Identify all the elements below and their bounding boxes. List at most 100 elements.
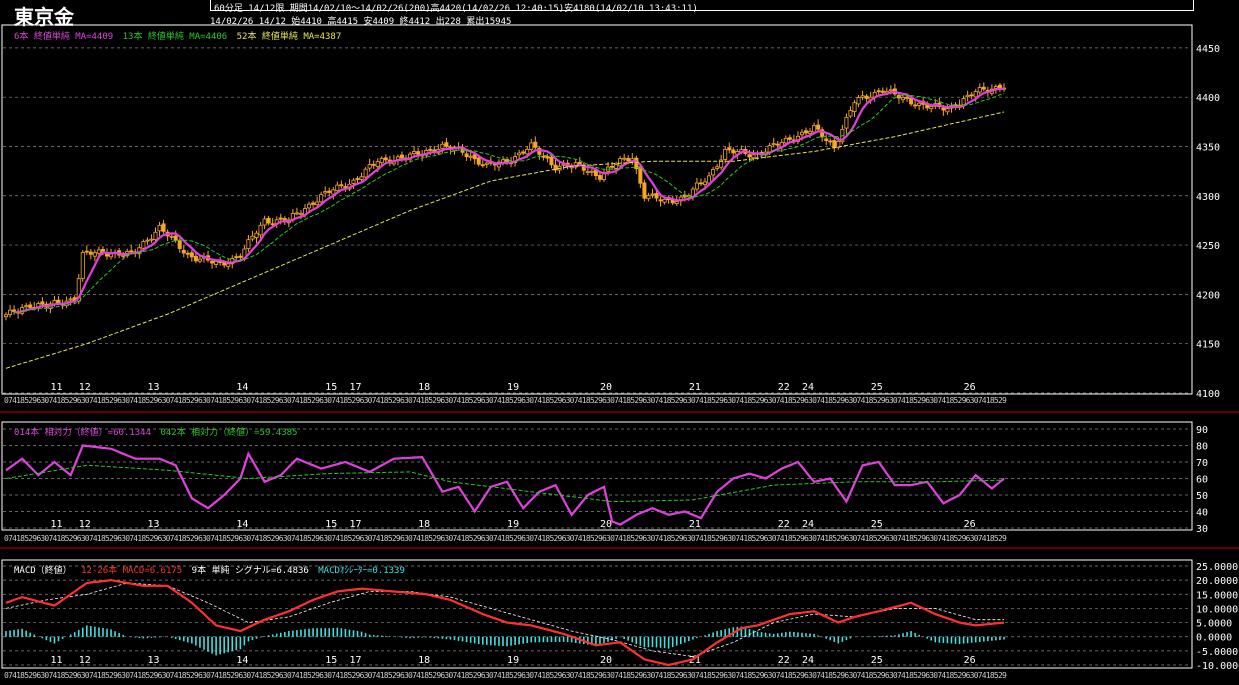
x-hour-label: 3 xyxy=(929,671,934,680)
x-hour-label: 1 xyxy=(420,671,425,680)
x-hour-label: 9 xyxy=(840,534,845,543)
x-hour-label: 7 xyxy=(8,534,13,543)
x-hour-label: 1 xyxy=(743,671,748,680)
x-hour-label: 7 xyxy=(735,671,740,680)
x-hour-label: 4 xyxy=(578,671,583,680)
x-date-label: 17 xyxy=(349,382,361,393)
candle-body xyxy=(812,125,817,133)
x-hour-label: 3 xyxy=(970,534,975,543)
x-hour-label: 9 xyxy=(194,671,199,680)
rsi-legend: 014本 相対力（終値）=60.1344 042本 相対力（終値）=59.438… xyxy=(14,425,301,438)
x-hour-label: 3 xyxy=(40,534,45,543)
x-hour-label: 8 xyxy=(101,396,106,405)
x-hour-label: 3 xyxy=(646,671,651,680)
candle-body xyxy=(88,251,93,255)
x-hour-label: 9 xyxy=(32,534,37,543)
x-hour-label: 4 xyxy=(174,534,179,543)
x-date-label: 21 xyxy=(689,382,701,393)
x-hour-label: 1 xyxy=(824,671,829,680)
x-hour-label: 7 xyxy=(129,396,134,405)
x-hour-label: 0 xyxy=(691,671,696,680)
candle-body xyxy=(12,309,17,312)
x-hour-label: 6 xyxy=(844,534,849,543)
x-hour-label: 2 xyxy=(190,396,195,405)
x-hour-label: 5 xyxy=(832,534,837,543)
x-hour-label: 3 xyxy=(687,396,692,405)
x-hour-label: 2 xyxy=(109,671,114,680)
candle-body xyxy=(929,106,934,110)
x-hour-label: 2 xyxy=(109,534,114,543)
x-hour-label: 7 xyxy=(412,671,417,680)
x-hour-label: 8 xyxy=(20,671,25,680)
x-hour-label: 2 xyxy=(998,534,1003,543)
candle-body xyxy=(828,140,833,143)
x-hour-label: 3 xyxy=(323,534,328,543)
x-hour-label: 4 xyxy=(497,671,502,680)
macd-ytick-label: 15.0000 xyxy=(1196,590,1238,601)
signal-line xyxy=(5,582,1004,657)
x-hour-label: 9 xyxy=(234,534,239,543)
x-hour-label: 3 xyxy=(162,671,167,680)
x-hour-label: 9 xyxy=(1002,534,1007,543)
x-hour-label: 6 xyxy=(683,671,688,680)
x-hour-label: 7 xyxy=(655,671,660,680)
candle-body xyxy=(177,240,182,249)
x-hour-label: 8 xyxy=(909,396,914,405)
x-hour-label: 1 xyxy=(299,534,304,543)
x-hour-label: 4 xyxy=(295,671,300,680)
x-hour-label: 5 xyxy=(145,396,150,405)
x-hour-label: 1 xyxy=(259,396,264,405)
x-hour-label: 4 xyxy=(780,671,785,680)
candle-body xyxy=(711,169,716,176)
x-hour-label: 9 xyxy=(315,396,320,405)
x-hour-label: 0 xyxy=(408,396,413,405)
candle-body xyxy=(24,305,29,308)
x-hour-label: 4 xyxy=(457,396,462,405)
x-hour-label: 6 xyxy=(360,671,365,680)
candle-body xyxy=(703,181,708,185)
x-hour-label: 4 xyxy=(699,671,704,680)
x-hour-label: 8 xyxy=(707,671,712,680)
x-hour-label: 1 xyxy=(420,396,425,405)
x-hour-label: 8 xyxy=(869,671,874,680)
x-hour-label: 5 xyxy=(549,396,554,405)
candle-body xyxy=(521,151,526,154)
x-hour-label: 2 xyxy=(715,396,720,405)
x-hour-label: 6 xyxy=(885,671,890,680)
x-date-label: 18 xyxy=(418,655,430,666)
x-hour-label: 2 xyxy=(836,534,841,543)
x-hour-label: 2 xyxy=(432,396,437,405)
x-hour-label: 5 xyxy=(751,671,756,680)
x-hour-label: 8 xyxy=(424,396,429,405)
x-hour-label: 1 xyxy=(137,396,142,405)
x-hour-label: 9 xyxy=(153,671,158,680)
x-hour-label: 7 xyxy=(452,396,457,405)
x-hour-label: 4 xyxy=(578,396,583,405)
x-hour-label: 8 xyxy=(263,671,268,680)
x-hour-label: 9 xyxy=(436,671,441,680)
candle-body xyxy=(577,161,582,165)
x-hour-label: 4 xyxy=(416,671,421,680)
candle-body xyxy=(84,250,89,253)
candle-body xyxy=(28,304,33,308)
x-hour-label: 1 xyxy=(16,396,21,405)
rsi14-legend: 014本 相対力（終値）=60.1344 xyxy=(14,428,152,438)
x-hour-label: 5 xyxy=(65,534,70,543)
candle-body xyxy=(40,301,45,305)
x-hour-label: 1 xyxy=(57,396,62,405)
x-hour-label: 0 xyxy=(650,534,655,543)
x-hour-label: 5 xyxy=(267,396,272,405)
x-hour-label: 0 xyxy=(933,534,938,543)
x-hour-label: 7 xyxy=(655,534,660,543)
x-date-label: 24 xyxy=(802,382,814,393)
x-hour-label: 4 xyxy=(174,396,179,405)
x-hour-label: 2 xyxy=(351,534,356,543)
candle-body xyxy=(476,157,481,165)
candle-body xyxy=(977,87,982,93)
x-hour-label: 1 xyxy=(824,396,829,405)
x-hour-label: 3 xyxy=(81,671,86,680)
candle-body xyxy=(197,258,202,262)
x-hour-label: 5 xyxy=(954,671,959,680)
x-hour-label: 7 xyxy=(493,534,498,543)
x-hour-label: 3 xyxy=(40,671,45,680)
